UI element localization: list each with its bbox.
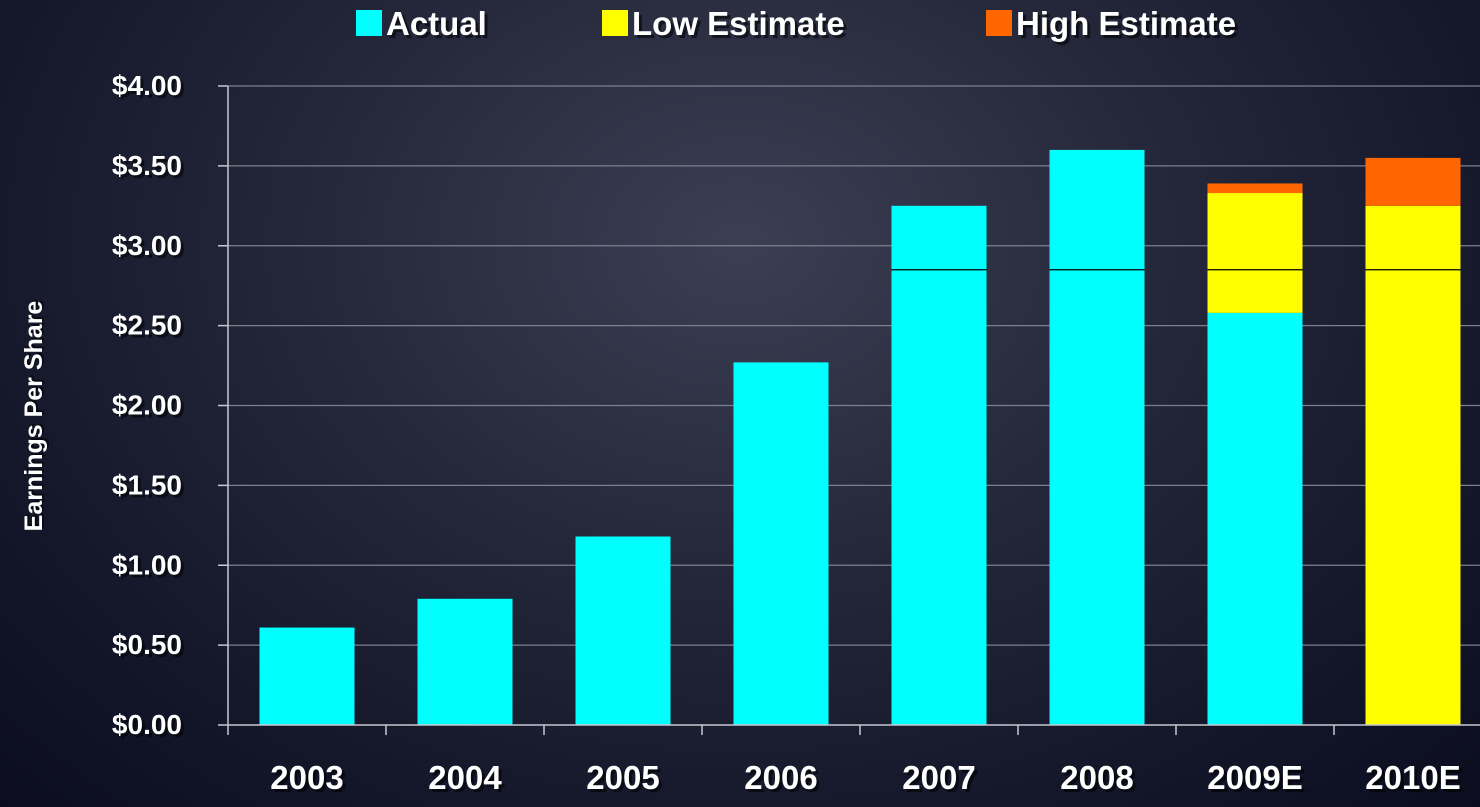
y-tick-label: $1.50 <box>112 469 182 500</box>
y-tick-label-shadow: $3.50 <box>115 153 185 184</box>
y-tick-label-shadow: $3.00 <box>115 233 185 264</box>
bar-actual-2008 <box>1049 149 1145 725</box>
legend-swatch-actual <box>356 10 382 36</box>
x-tick-label: 2005 <box>586 759 659 796</box>
legend-label-actual: Actual <box>386 5 487 42</box>
legend-item-low-estimate: Low Estimate Low Estimate <box>602 5 848 45</box>
x-tick-label: 2007 <box>902 759 975 796</box>
y-axis-title-shadow: Earnings Per Share <box>22 299 50 530</box>
bar-actual-2006 <box>733 362 829 725</box>
x-tick-label: 2003 <box>270 759 343 796</box>
x-tick-label-shadow: 2009E <box>1210 762 1305 799</box>
bar-actual-2003 <box>259 627 355 725</box>
x-tick-label: 2004 <box>428 759 502 796</box>
y-tick-label: $1.00 <box>112 549 182 580</box>
legend-label-high-estimate-shadow: High Estimate <box>1019 8 1239 45</box>
y-tick-label-shadow: $1.50 <box>115 472 185 503</box>
x-tick-label: 2008 <box>1060 759 1133 796</box>
legend-swatch-high-estimate <box>986 10 1012 36</box>
x-tick-label-shadow: 2004 <box>431 762 505 799</box>
y-tick-label: $3.50 <box>112 150 182 181</box>
legend-item-actual: Actual Actual <box>356 5 490 45</box>
y-tick-label-shadow: $2.00 <box>115 393 185 424</box>
axes: $0.00$0.00$0.50$0.50$1.00$1.00$1.50$1.50… <box>112 70 1480 799</box>
y-tick-label: $2.50 <box>112 310 182 341</box>
legend-item-high-estimate: High Estimate High Estimate <box>986 5 1239 45</box>
bar-low-estimate-2009e <box>1207 193 1303 313</box>
legend-swatch-low-estimate <box>602 10 628 36</box>
y-tick-label-shadow: $2.50 <box>115 313 185 344</box>
x-tick-label-shadow: 2007 <box>905 762 978 799</box>
x-tick-label: 2010E <box>1365 759 1460 796</box>
bar-high-estimate-2009e <box>1207 183 1303 194</box>
y-axis-title-text: Earnings Per Share <box>20 301 48 532</box>
bar-low-estimate-2010e <box>1365 205 1461 725</box>
legend-label-high-estimate: High Estimate <box>1016 5 1236 42</box>
x-tick-label: 2009E <box>1207 759 1302 796</box>
bar-actual-2007 <box>891 205 987 725</box>
x-tick-label-shadow: 2006 <box>747 762 820 799</box>
bar-actual-2005 <box>575 536 671 725</box>
bars <box>259 149 1461 725</box>
legend-label-low-estimate: Low Estimate <box>632 5 845 42</box>
x-tick-label: 2006 <box>744 759 817 796</box>
y-tick-label-shadow: $0.00 <box>115 712 185 743</box>
x-tick-label-shadow: 2003 <box>273 762 346 799</box>
y-tick-label: $2.00 <box>112 390 182 421</box>
grid-lines <box>228 85 1480 646</box>
legend-label-low-estimate-shadow: Low Estimate <box>635 8 848 45</box>
y-tick-label-shadow: $1.00 <box>115 552 185 583</box>
y-axis-title: Earnings Per Share Earnings Per Share <box>20 299 50 532</box>
x-tick-label-shadow: 2008 <box>1063 762 1136 799</box>
y-tick-label: $0.50 <box>112 629 182 660</box>
y-tick-label-shadow: $0.50 <box>115 632 185 663</box>
y-tick-label: $4.00 <box>112 70 182 101</box>
legend: Actual Actual Low Estimate Low Estimate … <box>356 5 1239 45</box>
bar-actual-2009e <box>1207 312 1303 725</box>
x-tick-label-shadow: 2010E <box>1368 762 1463 799</box>
bar-high-estimate-2010e <box>1365 157 1461 206</box>
y-tick-label: $3.00 <box>112 230 182 261</box>
y-tick-label: $0.00 <box>112 709 182 740</box>
x-tick-label-shadow: 2005 <box>589 762 662 799</box>
legend-label-actual-shadow: Actual <box>389 8 490 45</box>
bar-actual-2004 <box>417 598 513 725</box>
y-tick-label-shadow: $4.00 <box>115 73 185 104</box>
